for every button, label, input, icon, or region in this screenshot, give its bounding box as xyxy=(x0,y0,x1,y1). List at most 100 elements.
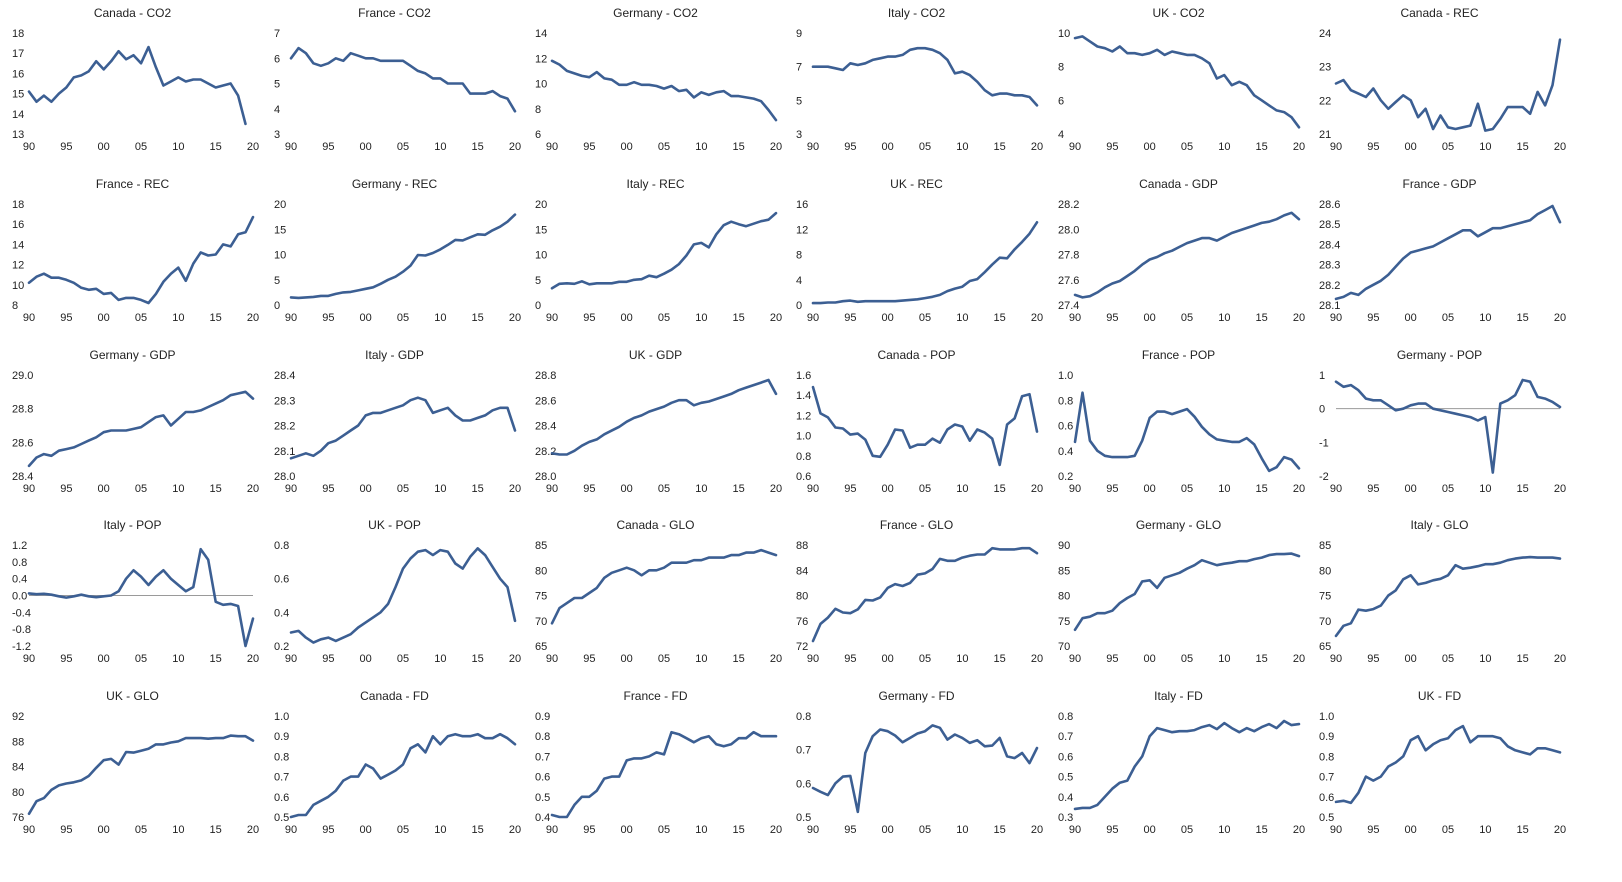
series-line xyxy=(811,46,1039,107)
y-tick-label: 0.7 xyxy=(274,772,289,784)
x-tick-label: 10 xyxy=(1479,141,1491,153)
x-tick-label: 00 xyxy=(360,312,372,324)
x-tick-label: 95 xyxy=(844,653,856,665)
y-tick-label: 1.0 xyxy=(796,431,811,443)
x-tick-label: 10 xyxy=(434,141,446,153)
y-tick-label: 28.0 xyxy=(535,471,556,483)
x-tick-label: 00 xyxy=(360,653,372,665)
y-tick-label: 0.5 xyxy=(274,812,289,824)
chart-panel: France - FD 0.4 0.5 0.6 0.7 0.8 0.9 90 95 00 05 10 1… xyxy=(523,683,788,859)
x-tick-label: 10 xyxy=(1479,653,1491,665)
y-tick-label: 70 xyxy=(1058,641,1070,653)
x-tick-label: 10 xyxy=(1479,483,1491,495)
y-tick-label: 16 xyxy=(12,219,24,231)
y-tick-label: 84 xyxy=(796,565,808,577)
x-tick-label: 05 xyxy=(1181,824,1193,836)
x-tick-label: 20 xyxy=(1293,653,1305,665)
x-tick-label: 05 xyxy=(658,824,670,836)
x-tick-label: 00 xyxy=(1144,483,1156,495)
chart-panel: Canada - GDP 27.4 27.6 27.8 28.0 28.2 90 95 00 05… xyxy=(1046,171,1311,347)
x-tick-label: 05 xyxy=(135,653,147,665)
chart-panel: UK - CO2 4 6 8 10 90 95 00 05 10 15 20 xyxy=(1046,0,1311,176)
x-tick-label: 90 xyxy=(23,312,35,324)
x-tick-label: 15 xyxy=(472,483,484,495)
y-tick-label: 85 xyxy=(1058,565,1070,577)
y-tick-label: 88 xyxy=(12,736,24,748)
chart-panel: Canada - REC 21 22 23 24 90 95 00 05 10 15 20 xyxy=(1307,0,1572,176)
x-tick-label: 95 xyxy=(322,653,334,665)
y-tick-label: 0.8 xyxy=(1319,751,1334,763)
line-chart: 0.5 0.6 0.7 0.8 0.9 1.0 90 95 00 05 10 15 20 xyxy=(1319,711,1566,836)
x-tick-label: 05 xyxy=(919,141,931,153)
y-tick-label: -1 xyxy=(1319,437,1329,449)
chart-title: Canada - REC xyxy=(1400,6,1479,20)
y-tick-label: 24 xyxy=(1319,28,1331,40)
y-tick-label: 0.6 xyxy=(535,772,550,784)
series-line xyxy=(27,547,255,648)
x-tick-label: 90 xyxy=(1330,483,1342,495)
line-chart: 0.6 0.8 1.0 1.2 1.4 1.6 90 95 00 05 10 15 20 xyxy=(796,370,1043,495)
y-tick-label: 0.5 xyxy=(796,812,811,824)
series-line xyxy=(1334,724,1562,805)
y-tick-label: 0 xyxy=(796,300,802,312)
y-tick-label: 28.3 xyxy=(274,395,295,407)
x-tick-label: 00 xyxy=(882,653,894,665)
series-line xyxy=(289,732,517,819)
x-tick-label: 95 xyxy=(1106,824,1118,836)
x-tick-label: 95 xyxy=(1106,483,1118,495)
x-tick-label: 95 xyxy=(322,483,334,495)
x-tick-label: 20 xyxy=(1554,824,1566,836)
x-tick-label: 00 xyxy=(360,141,372,153)
x-tick-label: 20 xyxy=(247,653,259,665)
x-tick-label: 15 xyxy=(994,312,1006,324)
chart-title: Canada - FD xyxy=(360,689,429,703)
x-tick-label: 95 xyxy=(322,141,334,153)
y-tick-label: 28.3 xyxy=(1319,260,1340,272)
x-tick-label: 90 xyxy=(1330,141,1342,153)
x-tick-label: 90 xyxy=(1330,312,1342,324)
x-tick-label: 95 xyxy=(1106,141,1118,153)
x-tick-label: 10 xyxy=(172,824,184,836)
chart-panel: UK - FD 0.5 0.6 0.7 0.8 0.9 1.0 90 95 00 05 10 15 20 xyxy=(1307,683,1572,859)
line-chart: 21 22 23 24 90 95 00 05 10 15 20 xyxy=(1319,28,1566,153)
y-tick-label: 1.0 xyxy=(1058,370,1073,382)
x-tick-label: 05 xyxy=(1181,653,1193,665)
x-tick-label: 10 xyxy=(695,483,707,495)
x-tick-label: 05 xyxy=(397,312,409,324)
x-tick-label: 05 xyxy=(135,824,147,836)
chart-title: UK - POP xyxy=(368,518,421,532)
y-tick-label: 76 xyxy=(12,812,24,824)
y-tick-label: 9 xyxy=(796,28,802,40)
y-tick-label: 14 xyxy=(535,28,547,40)
x-tick-label: 05 xyxy=(919,653,931,665)
x-tick-label: 20 xyxy=(1293,483,1305,495)
y-tick-label: 28.0 xyxy=(274,471,295,483)
y-tick-label: 85 xyxy=(535,540,547,552)
x-tick-label: 05 xyxy=(135,483,147,495)
x-tick-label: 20 xyxy=(1031,653,1043,665)
x-tick-label: 10 xyxy=(956,141,968,153)
x-tick-label: 20 xyxy=(247,141,259,153)
x-tick-label: 05 xyxy=(1181,483,1193,495)
y-tick-label: 0.9 xyxy=(535,711,550,723)
line-chart: 28.0 28.1 28.2 28.3 28.4 90 95 00 05 10 15 20 xyxy=(274,370,521,495)
y-tick-label: 1.0 xyxy=(1319,711,1334,723)
x-tick-label: 05 xyxy=(135,312,147,324)
chart-panel: Canada - GLO 65 70 75 80 85 90 95 00 05 10 15 20 xyxy=(523,512,788,688)
x-tick-label: 10 xyxy=(956,483,968,495)
y-tick-label: 28.0 xyxy=(1058,224,1079,236)
x-tick-label: 15 xyxy=(1256,653,1268,665)
chart-title: UK - REC xyxy=(890,177,943,191)
y-tick-label: 1.4 xyxy=(796,390,811,402)
series-line xyxy=(550,548,778,625)
y-tick-label: 0.5 xyxy=(1058,772,1073,784)
x-tick-label: 95 xyxy=(1367,141,1379,153)
y-tick-label: 0.6 xyxy=(1058,421,1073,433)
series-line xyxy=(27,734,255,816)
chart-panel: UK - POP 0.2 0.4 0.6 0.8 90 95 00 05 10 15 20 xyxy=(262,512,527,688)
y-tick-label: 0.4 xyxy=(1058,792,1073,804)
y-tick-label: 28.2 xyxy=(1319,280,1340,292)
y-tick-label: 0 xyxy=(1319,404,1325,416)
chart-title: UK - CO2 xyxy=(1152,6,1205,20)
x-tick-label: 10 xyxy=(695,824,707,836)
